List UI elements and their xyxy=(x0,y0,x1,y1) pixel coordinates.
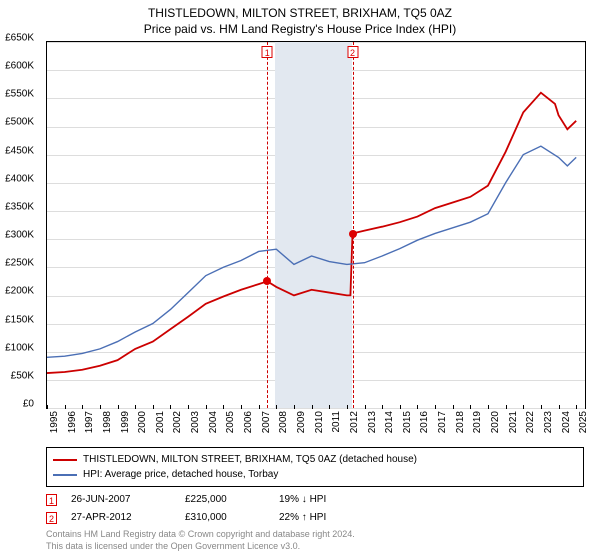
y-tick-label: £500K xyxy=(5,117,34,128)
x-tick-label: 1995 xyxy=(49,411,60,433)
legend-label: THISTLEDOWN, MILTON STREET, BRIXHAM, TQ5… xyxy=(83,452,417,467)
y-tick-label: £300K xyxy=(5,230,34,241)
x-tick-label: 2024 xyxy=(561,411,572,433)
x-axis-labels: 1995 1996 1997 1998 1999 2000 2001 2002 2003 2004… xyxy=(46,409,586,443)
x-tick-label: 2019 xyxy=(472,411,483,433)
legend-swatch xyxy=(53,459,77,461)
footer-line: Contains HM Land Registry data © Crown c… xyxy=(46,529,584,541)
y-tick-label: £200K xyxy=(5,286,34,297)
legend: THISTLEDOWN, MILTON STREET, BRIXHAM, TQ5… xyxy=(46,447,584,487)
x-tick-label: 1999 xyxy=(120,411,131,433)
legend-swatch xyxy=(53,474,77,476)
sales-list: 1 26-JUN-2007 £225,000 19% ↓ HPI 2 27-AP… xyxy=(46,491,584,527)
chart-title-line2: Price paid vs. HM Land Registry's House … xyxy=(8,22,592,38)
x-tick-label: 2008 xyxy=(278,411,289,433)
sale-row: 2 27-APR-2012 £310,000 22% ↑ HPI xyxy=(46,509,584,527)
y-tick-label: £100K xyxy=(5,342,34,353)
x-tick-label: 1996 xyxy=(67,411,78,433)
y-tick-label: £650K xyxy=(5,33,34,44)
sale-marker-icon: 2 xyxy=(46,512,57,524)
y-tick-label: £250K xyxy=(5,258,34,269)
footer-line: This data is licensed under the Open Gov… xyxy=(46,541,584,553)
x-tick-label: 2023 xyxy=(543,411,554,433)
x-tick-label: 2007 xyxy=(261,411,272,433)
x-tick-label: 2006 xyxy=(243,411,254,433)
x-tick-label: 2012 xyxy=(349,411,360,433)
y-tick-label: £450K xyxy=(5,145,34,156)
sale-delta: 19% ↓ HPI xyxy=(279,491,379,509)
x-tick-label: 2000 xyxy=(137,411,148,433)
x-tick-label: 2011 xyxy=(331,411,342,433)
sale-row: 1 26-JUN-2007 £225,000 19% ↓ HPI xyxy=(46,491,584,509)
chart-container: THISTLEDOWN, MILTON STREET, BRIXHAM, TQ5… xyxy=(0,0,600,560)
y-tick-label: £150K xyxy=(5,314,34,325)
y-tick-label: £0 xyxy=(23,399,34,410)
x-tick-label: 2001 xyxy=(155,411,166,433)
x-tick-label: 2025 xyxy=(578,411,589,433)
y-tick-label: £400K xyxy=(5,173,34,184)
x-tick-label: 2017 xyxy=(437,411,448,433)
x-tick-label: 2009 xyxy=(296,411,307,433)
sale-marker-icon: 2 xyxy=(347,46,358,58)
y-tick-label: £50K xyxy=(11,370,34,381)
sale-marker-icon: 1 xyxy=(46,494,57,506)
x-tick-label: 2021 xyxy=(508,411,519,433)
x-tick-label: 2016 xyxy=(419,411,430,433)
x-tick-label: 1998 xyxy=(102,411,113,433)
x-tick-label: 2013 xyxy=(367,411,378,433)
x-tick-label: 2010 xyxy=(314,411,325,433)
x-tick-label: 1997 xyxy=(84,411,95,433)
sale-price: £225,000 xyxy=(185,491,265,509)
chart-title-line1: THISTLEDOWN, MILTON STREET, BRIXHAM, TQ5… xyxy=(8,6,592,22)
x-tick-label: 2018 xyxy=(455,411,466,433)
sale-price: £310,000 xyxy=(185,509,265,527)
x-tick-label: 2003 xyxy=(190,411,201,433)
y-tick-label: £600K xyxy=(5,61,34,72)
x-tick-label: 2020 xyxy=(490,411,501,433)
sale-date: 26-JUN-2007 xyxy=(71,491,171,509)
plot-area: 12 xyxy=(46,41,586,409)
x-tick-label: 2014 xyxy=(384,411,395,433)
legend-label: HPI: Average price, detached house, Torb… xyxy=(83,467,278,482)
y-tick-label: £350K xyxy=(5,201,34,212)
sale-delta: 22% ↑ HPI xyxy=(279,509,379,527)
footer: Contains HM Land Registry data © Crown c… xyxy=(46,529,584,552)
y-tick-label: £550K xyxy=(5,89,34,100)
legend-item: THISTLEDOWN, MILTON STREET, BRIXHAM, TQ5… xyxy=(53,452,577,467)
x-tick-label: 2005 xyxy=(225,411,236,433)
sale-marker-icon: 1 xyxy=(262,46,273,58)
x-tick-label: 2015 xyxy=(402,411,413,433)
x-tick-label: 2004 xyxy=(208,411,219,433)
legend-item: HPI: Average price, detached house, Torb… xyxy=(53,467,577,482)
x-tick-label: 2002 xyxy=(172,411,183,433)
y-axis-labels: £0£50K£100K£150K£200K£250K£300K£350K£400… xyxy=(0,38,36,406)
x-tick-label: 2022 xyxy=(525,411,536,433)
sale-date: 27-APR-2012 xyxy=(71,509,171,527)
